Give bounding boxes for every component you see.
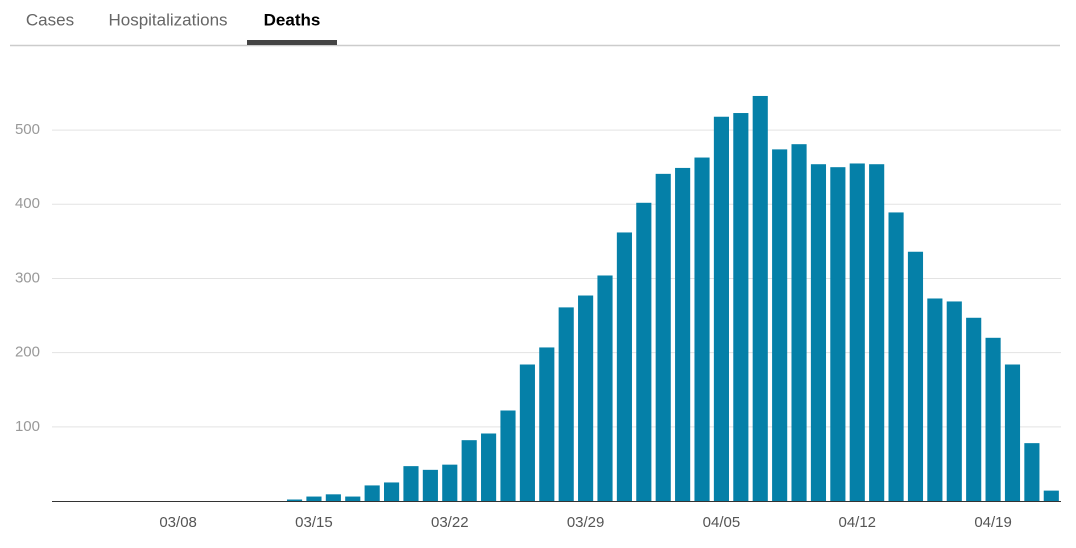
bar xyxy=(733,113,749,502)
y-tick-label: 400 xyxy=(15,195,40,212)
bar xyxy=(869,164,885,501)
y-tick-label: 100 xyxy=(15,418,40,435)
bar xyxy=(946,301,962,501)
bar xyxy=(442,464,458,501)
bar xyxy=(694,157,710,501)
bar xyxy=(1024,443,1040,501)
bar xyxy=(461,440,477,501)
bar xyxy=(364,485,380,501)
bar xyxy=(345,496,361,501)
x-tick-label: 03/29 xyxy=(567,514,605,531)
bar xyxy=(1043,490,1059,501)
bar xyxy=(578,295,594,501)
tab[interactable]: Deaths xyxy=(264,10,321,29)
bar xyxy=(907,251,924,501)
bar xyxy=(927,298,943,501)
bar xyxy=(403,466,419,501)
x-tick-label: 03/08 xyxy=(159,514,197,531)
bar xyxy=(888,212,904,501)
y-tick-label: 200 xyxy=(15,344,40,361)
bar xyxy=(675,167,691,501)
x-tick-label: 04/19 xyxy=(974,514,1012,531)
bar xyxy=(713,116,730,501)
bar xyxy=(286,499,303,501)
bar xyxy=(597,275,613,501)
bar xyxy=(1004,364,1021,501)
bar xyxy=(752,95,768,501)
bar xyxy=(616,232,632,501)
tab[interactable]: Hospitalizations xyxy=(108,10,227,29)
x-tick-label: 04/05 xyxy=(703,514,741,531)
bar xyxy=(558,307,574,501)
bar xyxy=(306,496,322,501)
bar xyxy=(849,163,865,502)
bar xyxy=(810,164,827,501)
bar xyxy=(481,433,497,501)
tab-indicator xyxy=(247,40,337,45)
bar xyxy=(966,317,982,501)
bar xyxy=(830,167,846,501)
bar xyxy=(500,410,516,501)
x-tick-label: 04/12 xyxy=(838,514,876,531)
y-tick-label: 500 xyxy=(15,121,40,138)
bar xyxy=(791,144,807,501)
tab[interactable]: Cases xyxy=(26,10,74,29)
x-tick-label: 03/22 xyxy=(431,514,469,531)
bar xyxy=(383,482,400,501)
bar xyxy=(636,202,652,501)
bar xyxy=(539,347,555,501)
bar xyxy=(325,494,341,501)
bar xyxy=(422,469,438,501)
y-tick-label: 300 xyxy=(15,269,40,286)
bar xyxy=(772,149,788,502)
x-tick-label: 03/15 xyxy=(295,514,333,531)
bar xyxy=(655,173,671,501)
bar xyxy=(985,337,1001,501)
bar xyxy=(519,364,535,501)
